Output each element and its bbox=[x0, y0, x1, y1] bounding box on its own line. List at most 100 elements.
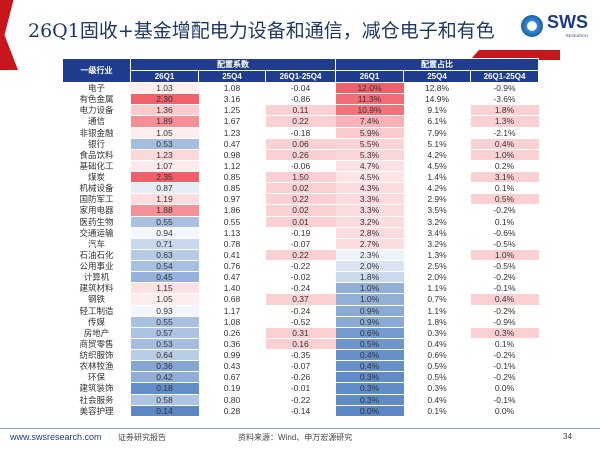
industry-name: 国防军工 bbox=[62, 193, 131, 206]
table-row: 通信 1.89 1.67 0.22 7.4% 6.1% 1.3% bbox=[62, 115, 539, 128]
share-change: -0.1% bbox=[470, 282, 539, 295]
share-25q4: 0.5% bbox=[403, 360, 471, 373]
header-industry: 一级行业 bbox=[62, 58, 131, 83]
coef-change: 0.06 bbox=[265, 138, 336, 150]
coef-25q4: 0.85 bbox=[198, 182, 266, 195]
share-26q1: 3.2% bbox=[335, 216, 404, 228]
sws-logo: SWS RESEARCH bbox=[520, 13, 588, 38]
coef-change: -0.24 bbox=[265, 305, 336, 317]
share-25q4: 0.3% bbox=[403, 382, 471, 395]
share-25q4: 2.5% bbox=[403, 260, 471, 273]
footer-divider bbox=[0, 428, 600, 429]
coef-26q1: 1.03 bbox=[130, 82, 199, 95]
table-row: 银行 0.53 0.47 0.06 5.5% 5.1% 0.4% bbox=[62, 138, 539, 150]
website-link[interactable]: www.swsresearch.com bbox=[10, 432, 102, 442]
page-number: 34 bbox=[563, 432, 572, 441]
coef-25q4: 1.40 bbox=[198, 282, 266, 295]
coef-25q4: 1.67 bbox=[198, 115, 266, 128]
coef-change: 0.02 bbox=[265, 204, 336, 217]
share-change: 0.0% bbox=[470, 382, 539, 395]
industry-name: 电力设备 bbox=[62, 104, 131, 117]
share-change: -0.6% bbox=[470, 227, 539, 239]
share-26q1: 0.0% bbox=[335, 405, 404, 417]
coef-change: 0.22 bbox=[265, 249, 336, 262]
share-change: -0.2% bbox=[470, 271, 539, 284]
coef-change: -0.14 bbox=[265, 405, 336, 417]
footer: www.swsresearch.com 证券研究报告 资料来源：Wind、申万宏… bbox=[10, 432, 590, 443]
coef-25q4: 0.97 bbox=[198, 193, 266, 206]
coef-change: -0.52 bbox=[265, 316, 336, 328]
share-25q4: 1.4% bbox=[403, 171, 471, 184]
coef-26q1: 0.93 bbox=[130, 305, 199, 317]
share-25q4: 0.7% bbox=[403, 293, 471, 306]
share-26q1: 0.5% bbox=[335, 338, 404, 351]
share-25q4: 5.1% bbox=[403, 138, 471, 150]
share-26q1: 3.3% bbox=[335, 204, 404, 217]
share-25q4: 0.5% bbox=[403, 371, 471, 384]
coef-26q1: 1.36 bbox=[130, 104, 199, 117]
industry-name: 社会服务 bbox=[62, 394, 131, 406]
industry-name: 环保 bbox=[62, 371, 131, 384]
coef-25q4: 0.99 bbox=[198, 349, 266, 362]
coef-25q4: 0.98 bbox=[198, 149, 266, 161]
coef-change: -0.19 bbox=[265, 227, 336, 239]
coef-change: 0.01 bbox=[265, 216, 336, 228]
logo-subtext: RESEARCH bbox=[565, 33, 588, 38]
industry-name: 电子 bbox=[62, 82, 131, 95]
table-row: 基础化工 1.07 1.12 -0.06 4.7% 4.5% 0.2% bbox=[62, 160, 539, 173]
coef-25q4: 3.16 bbox=[198, 93, 266, 106]
coef-26q1: 1.15 bbox=[130, 282, 199, 295]
coef-25q4: 0.67 bbox=[198, 371, 266, 384]
coef-25q4: 1.86 bbox=[198, 204, 266, 217]
share-change: -0.2% bbox=[470, 371, 539, 384]
coef-25q4: 0.43 bbox=[198, 360, 266, 373]
coef-25q4: 0.80 bbox=[198, 394, 266, 406]
industry-name: 交通运输 bbox=[62, 227, 131, 239]
table-row: 美容护理 0.14 0.28 -0.14 0.0% 0.1% 0.0% bbox=[62, 405, 539, 417]
share-change: 0.3% bbox=[470, 327, 539, 339]
industry-name: 通信 bbox=[62, 115, 131, 128]
share-26q1: 0.9% bbox=[335, 316, 404, 328]
share-26q1: 4.5% bbox=[335, 171, 404, 184]
industry-name: 计算机 bbox=[62, 271, 131, 284]
table-row: 医药生物 0.55 0.55 0.01 3.2% 3.2% 0.1% bbox=[62, 216, 539, 228]
table-row: 有色金属 2.30 3.16 -0.86 11.3% 14.9% -3.6% bbox=[62, 93, 539, 106]
coef-change: -0.07 bbox=[265, 238, 336, 250]
coef-26q1: 1.88 bbox=[130, 204, 199, 217]
industry-name: 食品饮料 bbox=[62, 149, 131, 161]
table-row: 食品饮料 1.23 0.98 0.26 5.3% 4.2% 1.0% bbox=[62, 149, 539, 161]
industry-name: 轻工制造 bbox=[62, 305, 131, 317]
coef-change: 0.16 bbox=[265, 338, 336, 351]
coef-26q1: 0.58 bbox=[130, 394, 199, 406]
share-change: -0.9% bbox=[470, 316, 539, 328]
share-26q1: 12.0% bbox=[335, 82, 404, 95]
share-change: 0.4% bbox=[470, 293, 539, 306]
table-row: 房地产 0.57 0.26 0.31 0.6% 0.3% 0.3% bbox=[62, 327, 539, 339]
coef-change: 1.50 bbox=[265, 171, 336, 184]
subheader-2: 26Q1-25Q4 bbox=[265, 70, 336, 83]
table-row: 石油石化 0.63 0.41 0.22 2.3% 1.3% 1.0% bbox=[62, 249, 539, 262]
page-title: 26Q1固收+基金增配电力设备和通信，减仓电子和有色 bbox=[28, 20, 495, 42]
share-25q4: 4.2% bbox=[403, 182, 471, 195]
table-row: 国防军工 1.19 0.97 0.22 3.3% 2.9% 0.5% bbox=[62, 193, 539, 206]
coef-25q4: 0.47 bbox=[198, 271, 266, 284]
coef-26q1: 1.23 bbox=[130, 149, 199, 161]
share-change: 0.1% bbox=[470, 338, 539, 351]
share-change: 1.3% bbox=[470, 115, 539, 128]
industry-name: 传媒 bbox=[62, 316, 131, 328]
coef-25q4: 1.12 bbox=[198, 160, 266, 173]
coef-25q4: 1.17 bbox=[198, 305, 266, 317]
share-26q1: 0.3% bbox=[335, 371, 404, 384]
share-25q4: 0.4% bbox=[403, 338, 471, 351]
coef-26q1: 0.63 bbox=[130, 249, 199, 262]
share-change: -0.2% bbox=[470, 349, 539, 362]
coef-26q1: 0.55 bbox=[130, 316, 199, 328]
share-change: -0.5% bbox=[470, 260, 539, 273]
share-26q1: 3.3% bbox=[335, 193, 404, 206]
coef-change: 0.26 bbox=[265, 149, 336, 161]
industry-name: 建筑材料 bbox=[62, 282, 131, 295]
data-source: 资料来源：Wind、申万宏源研究 bbox=[238, 433, 353, 442]
coef-25q4: 1.08 bbox=[198, 316, 266, 328]
coef-25q4: 1.23 bbox=[198, 127, 266, 139]
coef-change: -0.02 bbox=[265, 271, 336, 284]
